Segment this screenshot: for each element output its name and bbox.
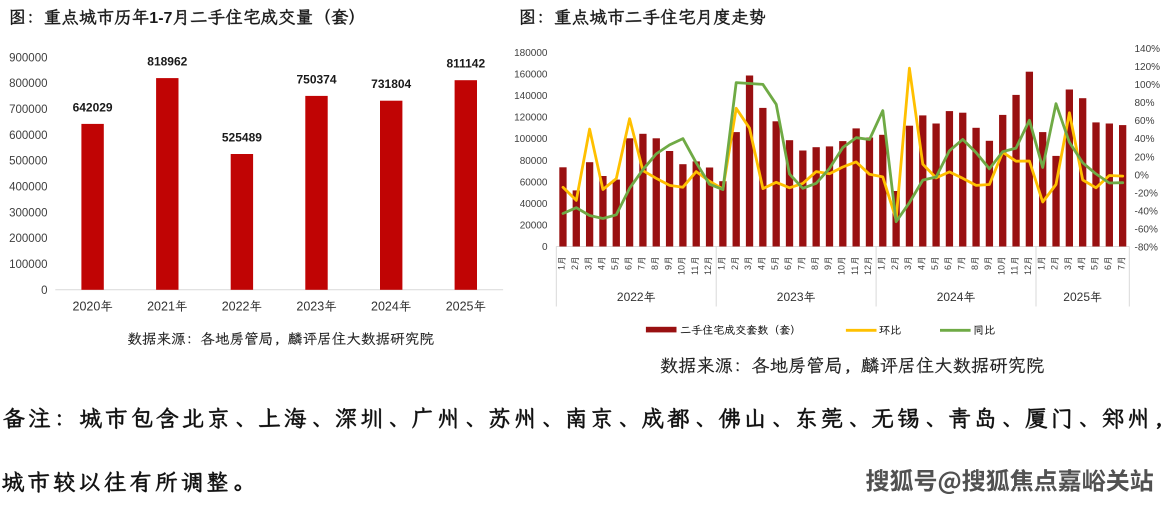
svg-text:40000: 40000: [520, 199, 548, 210]
svg-text:5: 5: [1090, 265, 1100, 270]
svg-text:300000: 300000: [9, 207, 47, 219]
svg-text:3: 3: [743, 265, 753, 270]
svg-text:5: 5: [770, 265, 780, 270]
svg-text:1: 1: [557, 265, 567, 270]
svg-text:11: 11: [690, 266, 700, 275]
svg-text:100%: 100%: [1135, 80, 1161, 91]
svg-text:800000: 800000: [9, 78, 47, 90]
svg-text:0: 0: [542, 242, 548, 253]
svg-text:140000: 140000: [514, 91, 548, 102]
svg-text:8: 8: [970, 265, 980, 270]
svg-text:200000: 200000: [9, 233, 47, 245]
svg-text:400000: 400000: [9, 182, 47, 194]
svg-text:9: 9: [983, 265, 993, 270]
svg-text:10: 10: [677, 265, 687, 275]
svg-text:100000: 100000: [514, 134, 548, 145]
svg-text:1: 1: [717, 265, 727, 270]
svg-text:8: 8: [650, 265, 660, 270]
svg-text:-60%: -60%: [1135, 225, 1158, 236]
svg-text:180000: 180000: [514, 48, 548, 59]
svg-text:2024: 2024: [371, 300, 399, 314]
svg-text:642029: 642029: [73, 100, 113, 114]
svg-text:811142: 811142: [446, 57, 485, 71]
svg-text:500000: 500000: [9, 156, 47, 168]
svg-text:20%: 20%: [1135, 152, 1155, 163]
svg-text:3: 3: [583, 265, 593, 270]
svg-text:1: 1: [877, 265, 887, 270]
svg-text:-20%: -20%: [1135, 188, 1158, 199]
svg-text:-40%: -40%: [1135, 206, 1158, 217]
svg-text:818962: 818962: [147, 55, 187, 69]
svg-text:2024: 2024: [937, 290, 964, 304]
svg-text:4: 4: [597, 265, 607, 270]
svg-text:1-7: 1-7: [149, 10, 172, 27]
svg-text:4: 4: [917, 265, 927, 270]
svg-text:8: 8: [810, 265, 820, 270]
svg-text:2023: 2023: [777, 290, 804, 304]
svg-text:10: 10: [837, 265, 847, 275]
svg-text:2: 2: [730, 265, 740, 270]
svg-text:2: 2: [1050, 265, 1060, 270]
svg-text:160000: 160000: [514, 70, 548, 81]
svg-text:7: 7: [797, 265, 807, 270]
svg-text:6: 6: [1103, 265, 1113, 270]
svg-text:6: 6: [783, 265, 793, 270]
svg-text:7: 7: [637, 265, 647, 270]
svg-text:2025: 2025: [446, 300, 474, 314]
svg-text:731804: 731804: [371, 77, 411, 91]
svg-text:2022: 2022: [617, 290, 644, 304]
svg-text:6: 6: [943, 265, 953, 270]
svg-text:0%: 0%: [1135, 170, 1150, 181]
svg-text:11: 11: [1010, 266, 1020, 275]
svg-text:120000: 120000: [514, 113, 548, 124]
svg-text:2: 2: [570, 265, 580, 270]
svg-text:2023: 2023: [296, 300, 324, 314]
svg-text:2025: 2025: [1063, 290, 1090, 304]
svg-text:2020: 2020: [73, 300, 101, 314]
svg-text:5: 5: [610, 265, 620, 270]
svg-text:7: 7: [956, 265, 966, 270]
svg-text:7: 7: [1116, 265, 1126, 270]
svg-text:750374: 750374: [296, 72, 336, 86]
svg-text:10: 10: [996, 265, 1006, 275]
svg-text:20000: 20000: [520, 221, 548, 232]
svg-text:3: 3: [903, 265, 913, 270]
svg-text:1: 1: [1036, 265, 1046, 270]
svg-text:4: 4: [1076, 265, 1086, 270]
svg-text:900000: 900000: [9, 52, 47, 64]
svg-text:60000: 60000: [520, 177, 548, 188]
svg-text:80%: 80%: [1135, 98, 1155, 109]
svg-text:2: 2: [890, 265, 900, 270]
svg-text:-80%: -80%: [1135, 243, 1158, 254]
svg-text:11: 11: [850, 266, 860, 275]
svg-text:140%: 140%: [1135, 44, 1161, 55]
svg-text:40%: 40%: [1135, 134, 1155, 145]
svg-text:12: 12: [1023, 265, 1033, 275]
svg-text:9: 9: [663, 265, 673, 270]
svg-text:120%: 120%: [1135, 62, 1161, 73]
svg-text:600000: 600000: [9, 130, 47, 142]
svg-text:100000: 100000: [9, 259, 47, 271]
svg-text:60%: 60%: [1135, 116, 1155, 127]
svg-text:12: 12: [863, 265, 873, 275]
svg-text:6: 6: [623, 265, 633, 270]
svg-text:2022: 2022: [222, 300, 250, 314]
svg-text:2021: 2021: [147, 300, 175, 314]
svg-text:12: 12: [703, 265, 713, 275]
svg-text:4: 4: [757, 265, 767, 270]
svg-text:700000: 700000: [9, 104, 47, 116]
svg-text:5: 5: [930, 265, 940, 270]
svg-text:525489: 525489: [222, 130, 262, 144]
svg-text:0: 0: [41, 285, 47, 297]
svg-text:9: 9: [823, 265, 833, 270]
svg-text:3: 3: [1063, 265, 1073, 270]
svg-text:80000: 80000: [520, 156, 548, 167]
